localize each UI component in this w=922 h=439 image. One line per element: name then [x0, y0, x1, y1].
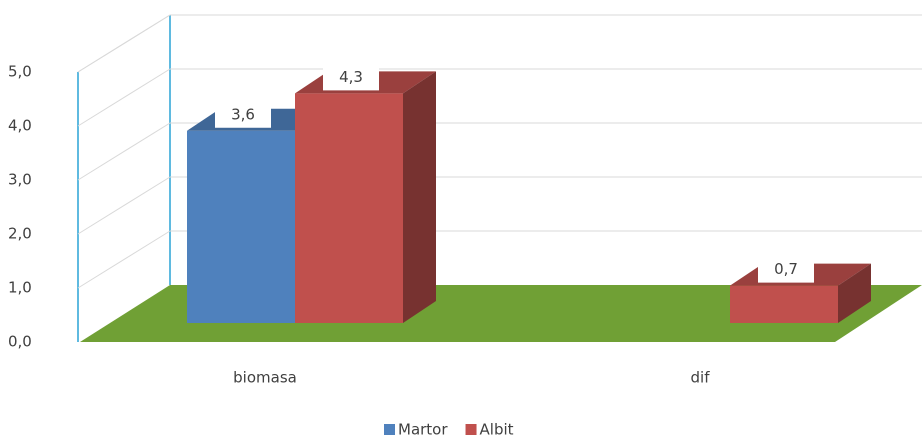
value-label: 4,3	[339, 68, 363, 86]
y-tick-label: 3,0	[8, 171, 32, 189]
y-tick-label: 2,0	[8, 225, 32, 243]
grid-line	[77, 230, 171, 289]
y-tick-label: 4,0	[8, 117, 32, 135]
x-tick-label: dif	[691, 369, 711, 387]
grid-line	[77, 176, 171, 235]
y-tick-label: 0,0	[8, 333, 32, 351]
y-tick-label: 1,0	[8, 279, 32, 297]
grid-line	[77, 122, 171, 181]
grid-line	[77, 14, 171, 73]
bar-side	[403, 71, 436, 323]
legend-swatch	[465, 424, 477, 435]
x-tick-label: biomasa	[233, 369, 297, 387]
legend-swatch	[384, 424, 395, 435]
y-tick-label: 5,0	[8, 63, 32, 81]
bar-front	[730, 285, 838, 323]
bar-side	[838, 263, 871, 323]
value-label: 3,6	[231, 105, 255, 123]
bar-front	[187, 130, 295, 323]
label-box	[758, 256, 814, 283]
bar-front	[295, 93, 403, 323]
grid-line	[77, 68, 171, 127]
legend-label: Martor	[398, 421, 448, 439]
legend-label: Albit	[480, 421, 514, 439]
label-box	[323, 64, 379, 91]
label-box	[215, 101, 271, 128]
value-label: 0,7	[774, 260, 798, 278]
